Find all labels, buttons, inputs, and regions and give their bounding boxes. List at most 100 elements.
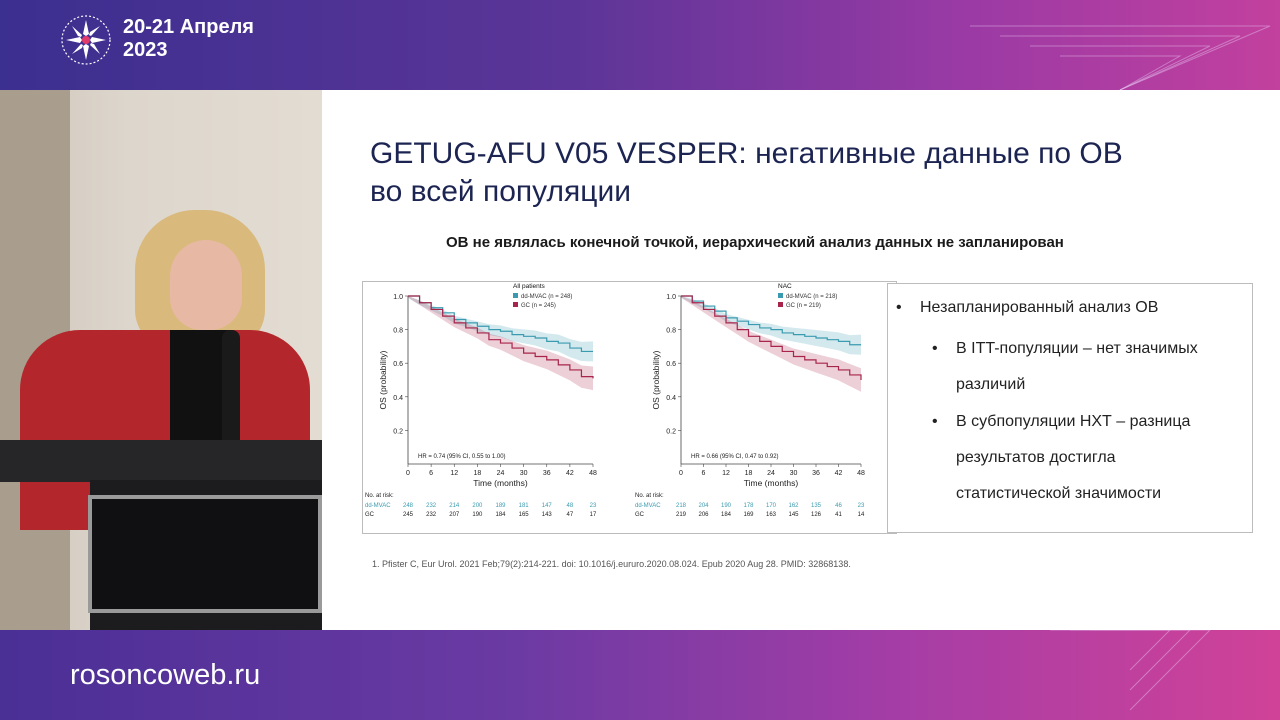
speaker-video bbox=[0, 90, 322, 630]
survival-curve bbox=[408, 295, 593, 353]
risk-row-label: GC bbox=[365, 512, 375, 518]
ci-band bbox=[681, 296, 861, 355]
ci-band bbox=[408, 296, 593, 362]
legend-label: dd-MVAC (n = 218) bbox=[786, 294, 837, 300]
risk-value: 48 bbox=[567, 503, 574, 509]
y-tick-label: 0.6 bbox=[666, 361, 676, 368]
risk-value: 214 bbox=[449, 503, 460, 509]
slide-subtitle: ОВ не являлась конечной точкой, иерархич… bbox=[446, 234, 1064, 251]
risk-value: 46 bbox=[835, 503, 842, 509]
km-charts: 0.2 0.4 0.6 0.8 1.0 0 6 12 18 24 30 36 42 48 Time (mon… bbox=[365, 283, 865, 518]
legend-swatch bbox=[513, 293, 518, 298]
risk-value: 207 bbox=[449, 512, 460, 518]
event-date-days: 20-21 Апреля bbox=[123, 16, 254, 38]
risk-value: 190 bbox=[472, 512, 483, 518]
risk-value: 189 bbox=[495, 503, 506, 509]
risk-value: 23 bbox=[590, 503, 597, 509]
legend-label: dd-MVAC (n = 248) bbox=[521, 294, 572, 300]
risk-value: 219 bbox=[676, 512, 687, 518]
y-tick-label: 0.8 bbox=[393, 328, 403, 335]
legend-label: GC (n = 245) bbox=[521, 303, 556, 309]
bullet-sub1: • В ITT-популяции – нет значимых различи… bbox=[932, 331, 1232, 403]
risk-value: 145 bbox=[788, 512, 799, 518]
x-axis-title: Time (months) bbox=[473, 478, 528, 488]
x-tick-label: 18 bbox=[473, 470, 481, 477]
slide-footnote: 1. Pfister C, Eur Urol. 2021 Feb;79(2):2… bbox=[372, 559, 851, 569]
x-axis-title: Time (months) bbox=[744, 478, 799, 488]
risk-value: 169 bbox=[743, 512, 754, 518]
presentation-slide: GETUG-AFU V05 VESPER: негативные данные … bbox=[322, 90, 1280, 630]
hr-label: HR = 0.74 (95% CI, 0.55 to 1.00) bbox=[418, 454, 506, 460]
legend-label: GC (n = 219) bbox=[786, 303, 821, 309]
risk-value: 14 bbox=[858, 512, 865, 518]
panel-title: NAC bbox=[778, 283, 792, 290]
x-tick-label: 6 bbox=[429, 470, 433, 477]
risk-row-label: GC bbox=[635, 512, 645, 518]
risk-value: 23 bbox=[858, 503, 865, 509]
risk-value: 163 bbox=[766, 512, 777, 518]
survival-curve bbox=[681, 295, 861, 346]
x-tick-label: 30 bbox=[520, 470, 528, 477]
x-tick-label: 42 bbox=[566, 470, 574, 477]
risk-value: 165 bbox=[519, 512, 530, 518]
risk-value: 170 bbox=[766, 503, 777, 509]
website-url[interactable]: rosoncoweb.ru bbox=[70, 659, 261, 691]
risk-value: 200 bbox=[472, 503, 483, 509]
bullet-main: • Незапланированный анализ ОВ bbox=[896, 298, 1246, 318]
hr-label: HR = 0.66 (95% CI, 0.47 to 0.92) bbox=[691, 454, 779, 460]
y-tick-label: 1.0 bbox=[393, 294, 403, 301]
risk-value: 143 bbox=[542, 512, 553, 518]
y-tick-label: 0.4 bbox=[666, 395, 676, 402]
risk-table-header: No. at risk: bbox=[365, 493, 394, 499]
x-tick-label: 36 bbox=[543, 470, 551, 477]
risk-value: 218 bbox=[676, 503, 687, 509]
risk-table-header: No. at risk: bbox=[635, 493, 664, 499]
bullet-sub1-text: В ITT-популяции – нет значимых различий bbox=[956, 340, 1198, 393]
risk-value: 190 bbox=[721, 503, 732, 509]
y-tick-label: 0.2 bbox=[393, 428, 403, 435]
risk-value: 184 bbox=[721, 512, 732, 518]
bullet-dot-icon: • bbox=[932, 340, 938, 357]
conference-logo bbox=[61, 15, 111, 65]
y-tick-label: 1.0 bbox=[666, 294, 676, 301]
speaker-face bbox=[170, 240, 242, 330]
x-tick-label: 42 bbox=[835, 470, 843, 477]
slide-title: GETUG-AFU V05 VESPER: негативные данные … bbox=[370, 135, 1230, 211]
risk-value: 204 bbox=[698, 503, 709, 509]
legend-swatch bbox=[778, 302, 783, 307]
podium-top-edge bbox=[0, 440, 322, 482]
risk-row-label: dd-MVAC bbox=[365, 503, 391, 509]
y-tick-label: 0.4 bbox=[393, 395, 403, 402]
risk-value: 232 bbox=[426, 512, 437, 518]
x-tick-label: 24 bbox=[497, 470, 505, 477]
y-tick-label: 0.2 bbox=[666, 428, 676, 435]
risk-value: 181 bbox=[519, 503, 530, 509]
risk-row-label: dd-MVAC bbox=[635, 503, 661, 509]
km-charts-panel: 0.2 0.4 0.6 0.8 1.0 0 6 12 18 24 30 36 42 48 Time (mon… bbox=[362, 281, 897, 534]
bullet-sub2: • В субпопуляции НХТ – разница результат… bbox=[932, 404, 1232, 512]
survival-curve bbox=[408, 295, 594, 379]
slide-title-line1: GETUG-AFU V05 VESPER: негативные данные … bbox=[370, 137, 1123, 170]
risk-value: 47 bbox=[567, 512, 574, 518]
top-banner bbox=[0, 0, 1280, 90]
event-date-year: 2023 bbox=[123, 39, 168, 61]
risk-value: 248 bbox=[403, 503, 414, 509]
x-tick-label: 48 bbox=[589, 470, 597, 477]
slide-title-line2: во всей популяции bbox=[370, 175, 631, 208]
x-tick-label: 6 bbox=[702, 470, 706, 477]
x-tick-label: 30 bbox=[790, 470, 798, 477]
decorative-triangles-bottom bbox=[1050, 630, 1211, 711]
x-tick-label: 18 bbox=[745, 470, 753, 477]
bullet-dot-icon: • bbox=[896, 299, 902, 316]
decorative-triangles bbox=[970, 25, 1271, 90]
x-tick-label: 0 bbox=[679, 470, 683, 477]
risk-value: 126 bbox=[811, 512, 822, 518]
legend-swatch bbox=[513, 302, 518, 307]
risk-value: 184 bbox=[495, 512, 506, 518]
x-tick-label: 48 bbox=[857, 470, 865, 477]
risk-value: 178 bbox=[743, 503, 754, 509]
risk-value: 245 bbox=[403, 512, 414, 518]
bullet-main-text: Незапланированный анализ ОВ bbox=[920, 299, 1159, 316]
x-tick-label: 36 bbox=[812, 470, 820, 477]
risk-value: 162 bbox=[788, 503, 799, 509]
